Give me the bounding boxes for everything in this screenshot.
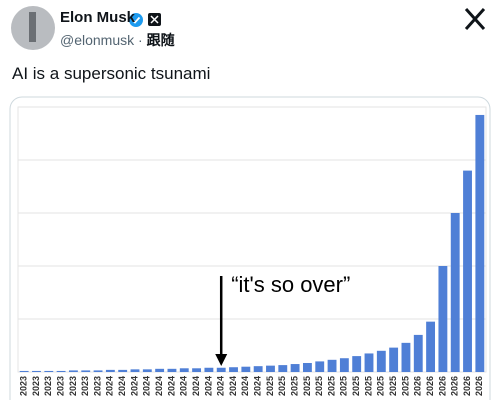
- bar: [352, 356, 362, 372]
- x-tick-label: 2023: [31, 376, 41, 396]
- bar: [364, 353, 374, 372]
- x-tick-label: 2026: [425, 376, 435, 396]
- bar: [179, 368, 189, 372]
- bar: [19, 370, 29, 372]
- annotation-arrowhead: [215, 354, 228, 366]
- bar: [81, 370, 91, 372]
- x-tick-label: 2025: [289, 376, 299, 396]
- x-tick-label: 2023: [43, 376, 53, 396]
- handle-line: @elonmusk · 跟随: [60, 30, 175, 50]
- x-tick-label: 2026: [474, 376, 484, 396]
- follow-button[interactable]: 跟随: [146, 32, 175, 48]
- bar: [438, 266, 448, 372]
- bar: [302, 362, 312, 372]
- x-tick-label: 2025: [400, 376, 410, 396]
- bar: [327, 359, 337, 372]
- x-tick-label: 2023: [80, 376, 90, 396]
- bar: [105, 369, 115, 372]
- x-tick-label: 2025: [277, 376, 287, 396]
- bar: [68, 370, 78, 372]
- x-tick-label: 2025: [339, 376, 349, 396]
- x-tick-label: 2024: [191, 376, 201, 396]
- bar: [155, 368, 165, 372]
- bar: [118, 369, 128, 372]
- bar: [32, 370, 41, 372]
- bar: [475, 114, 485, 372]
- bar: [463, 170, 472, 372]
- x-tick-label: 2024: [179, 376, 189, 396]
- bar: [56, 370, 66, 372]
- bar: [142, 369, 152, 372]
- bar: [339, 358, 349, 372]
- bar: [450, 213, 460, 372]
- x-tick-label: 2025: [376, 376, 386, 396]
- bar: [426, 321, 436, 372]
- x-tick-label: 2024: [117, 376, 127, 396]
- bar: [413, 334, 423, 372]
- verified-check: [131, 16, 141, 24]
- x-tick-label: 2023: [19, 376, 29, 396]
- bar: [253, 366, 263, 372]
- x-tick-label: 2023: [92, 376, 102, 396]
- bar: [229, 367, 238, 372]
- handle[interactable]: @elonmusk: [60, 32, 135, 48]
- x-tick-label: 2023: [55, 376, 65, 396]
- x-tick-label: 2024: [142, 376, 152, 396]
- x-tick-label: 2026: [462, 376, 472, 396]
- x-tick-label: 2025: [363, 376, 373, 396]
- x-tick-label: 2024: [166, 376, 176, 396]
- bar: [376, 350, 386, 372]
- x-tick-label: 2026: [413, 376, 423, 396]
- bar: [44, 370, 54, 372]
- avatar-rocket: [29, 12, 36, 42]
- bar: [389, 347, 399, 372]
- bar: [216, 367, 226, 372]
- bar: [192, 368, 202, 372]
- author-name[interactable]: Elon Musk: [60, 9, 136, 26]
- x-tick-label: 2024: [105, 376, 115, 396]
- x-tick-label: 2024: [203, 376, 213, 396]
- x-tick-label: 2024: [253, 376, 263, 396]
- x-tick-label: 2024: [240, 376, 250, 396]
- x-tick-label: 2026: [437, 376, 447, 396]
- bar: [130, 369, 140, 372]
- bar: [266, 365, 275, 372]
- x-tick-label: 2024: [216, 376, 226, 396]
- bar: [290, 364, 300, 372]
- bar: [93, 370, 103, 372]
- x-tick-label: 2023: [68, 376, 78, 396]
- bar: [401, 342, 411, 372]
- x-tick-label: 2025: [302, 376, 312, 396]
- bar: [241, 366, 251, 372]
- x-logo[interactable]: [464, 7, 486, 31]
- affiliation-x: [150, 15, 159, 24]
- separator: ·: [138, 32, 143, 48]
- post-text: AI is a supersonic tsunami: [12, 64, 211, 83]
- bar: [204, 367, 214, 372]
- annotation: “it's so over”: [231, 272, 350, 297]
- x-tick-label: 2025: [265, 376, 275, 396]
- bar: [167, 368, 177, 372]
- x-tick-label: 2025: [326, 376, 336, 396]
- media-card[interactable]: [9, 96, 491, 400]
- bar: [315, 361, 325, 372]
- verified-badge: [129, 13, 143, 27]
- x-tick-label: 2025: [351, 376, 361, 396]
- x-tick-label: 2025: [388, 376, 398, 396]
- x-tick-label: 2024: [154, 376, 164, 396]
- x-tick-label: 2025: [314, 376, 324, 396]
- x-tick-label: 2024: [129, 376, 139, 396]
- bar: [278, 365, 288, 372]
- x-tick-label: 2026: [450, 376, 460, 396]
- x-tick-label: 2024: [228, 376, 238, 396]
